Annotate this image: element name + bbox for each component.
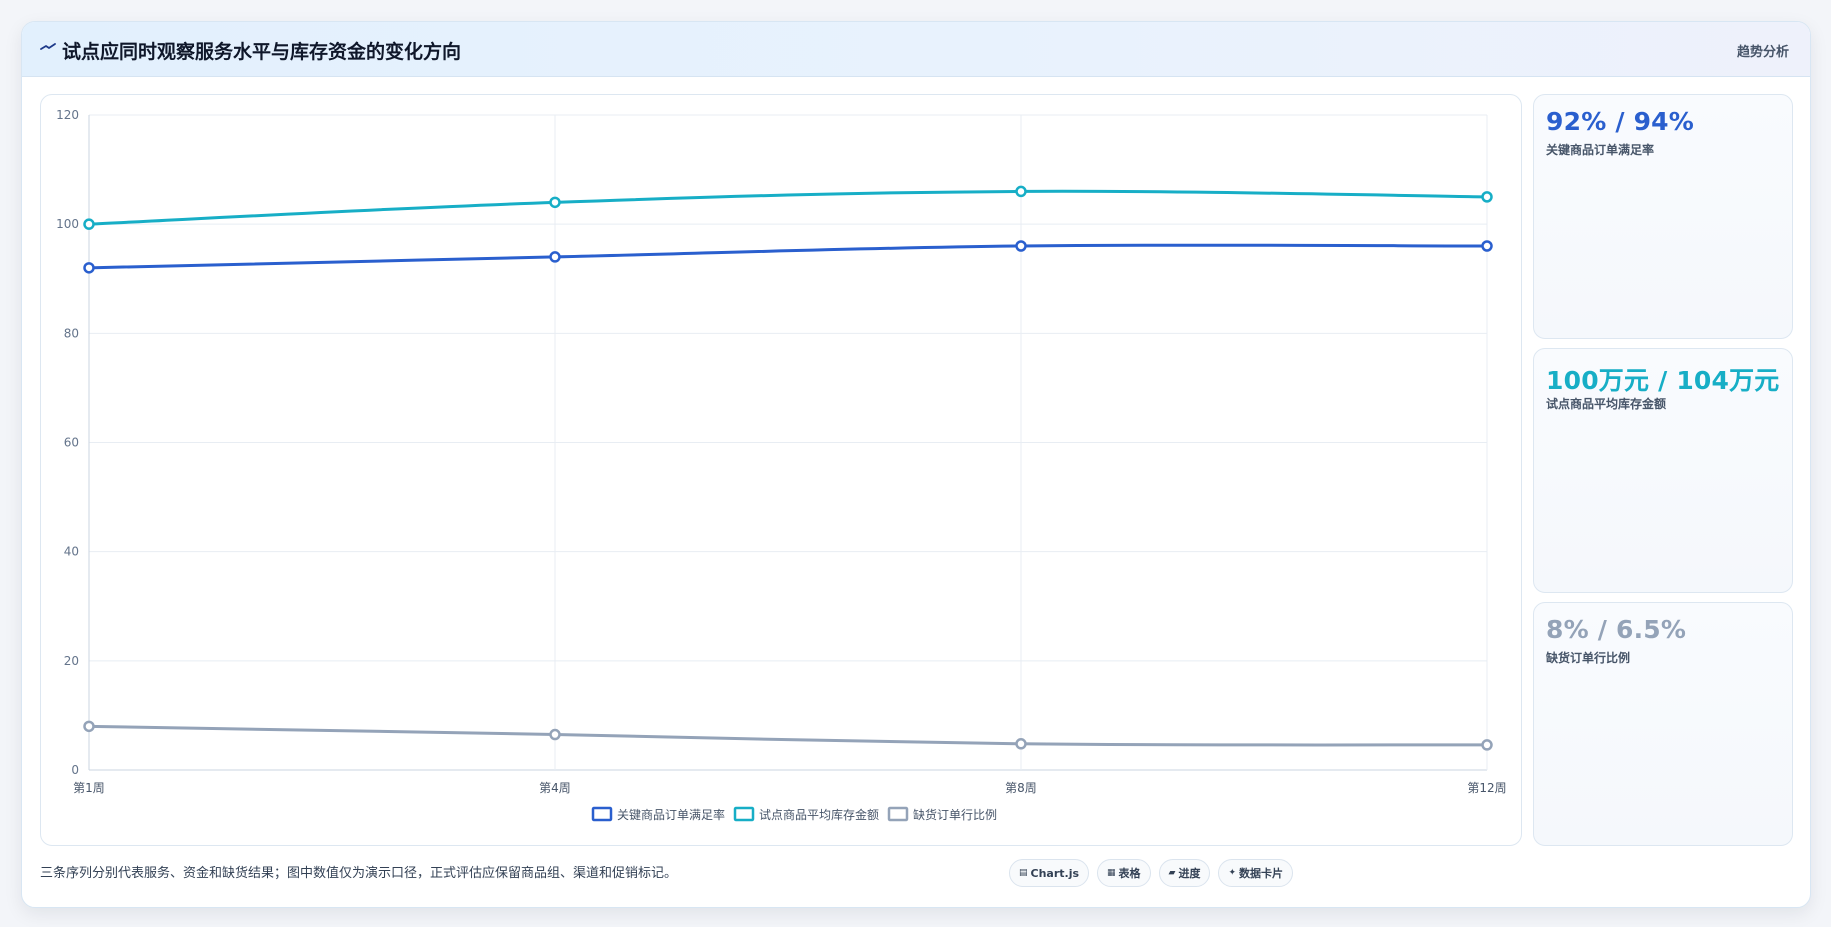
trend-line-icon	[40, 43, 56, 50]
kpi-card-fulfillment: 92% / 94% 关键商品订单满足率	[1533, 94, 1793, 339]
chip-label: Chart.js	[1030, 866, 1080, 880]
data-point	[549, 728, 561, 741]
card-header: 试点应同时观察服务水平与库存资金的变化方向 趋势分析	[22, 22, 1810, 77]
kpi-value: 92% / 94%	[1546, 107, 1695, 136]
data-point	[1015, 185, 1027, 198]
data-point	[83, 218, 95, 230]
footnote: 三条序列分别代表服务、资金和缺货结果；图中数值仅为演示口径，正式评估应保留商品组…	[40, 866, 678, 881]
x-tick-label: 第12周	[1467, 781, 1506, 795]
y-tick-label: 20	[64, 654, 79, 668]
y-tick-label: 120	[56, 108, 79, 122]
chip-data-card[interactable]: ✦ 数据卡片	[1218, 859, 1294, 887]
data-point	[1015, 240, 1027, 252]
y-tick-label: 80	[64, 326, 79, 340]
y-tick-label: 100	[56, 217, 79, 231]
data-point	[1015, 738, 1027, 750]
legend-label: 试点商品平均库存金额	[759, 807, 879, 822]
legend-label: 关键商品订单满足率	[617, 807, 725, 822]
header-tag[interactable]: 趋势分析	[1736, 45, 1789, 60]
chart-panel: 0 20 40 60 80 100 120 第1周 第4周 第8周 第12周关键商品订单满足率 试点商…	[40, 94, 1522, 846]
legend-swatch	[591, 806, 613, 822]
page-title: 试点应同时观察服务水平与库存资金的变化方向	[62, 41, 462, 63]
x-tick-label: 第4周	[539, 781, 571, 795]
kpi-label: 缺货订单行比例	[1546, 651, 1631, 665]
kpi-label: 试点商品平均库存金额	[1546, 397, 1667, 411]
legend-swatch	[733, 806, 755, 822]
y-tick-label: 60	[64, 436, 79, 450]
series-line	[87, 724, 1489, 747]
data-point	[1481, 240, 1493, 252]
y-tick-label: 0	[71, 763, 79, 777]
kpi-value: 100万元 / 104万元	[1546, 366, 1780, 395]
data-point	[1481, 191, 1493, 203]
data-point	[549, 251, 561, 263]
chip-table[interactable]: ▦ 表格	[1097, 859, 1151, 887]
chart-icon: ▤	[1019, 868, 1028, 878]
table-icon: ▦	[1107, 868, 1116, 878]
data-point	[83, 262, 95, 274]
progress-icon: ▰	[1168, 868, 1176, 878]
report-card: 试点应同时观察服务水平与库存资金的变化方向 趋势分析 0 20 40 60 80 100 1…	[21, 21, 1811, 908]
kpi-value: 8% / 6.5%	[1546, 615, 1687, 644]
chip-label: 表格	[1118, 867, 1141, 880]
series-line	[87, 243, 1489, 270]
chip-progress[interactable]: ▰ 进度	[1158, 859, 1211, 887]
x-tick-label: 第8周	[1005, 781, 1037, 795]
legend-label: 缺货订单行比例	[913, 807, 997, 822]
kpi-card-inventory: 100万元 / 104万元 试点商品平均库存金额	[1533, 348, 1793, 593]
chip-label: 进度	[1178, 867, 1201, 880]
x-tick-label: 第1周	[73, 781, 105, 795]
data-point	[1481, 739, 1493, 751]
data-point	[549, 196, 561, 209]
data-point	[83, 720, 95, 733]
tech-chips: ▤ Chart.js ▦ 表格 ▰ 进度 ✦ 数据卡片	[1009, 859, 1294, 887]
card-icon: ✦	[1228, 868, 1237, 878]
legend-swatch	[887, 806, 909, 822]
chip-chartjs[interactable]: ▤ Chart.js	[1009, 859, 1090, 887]
series-line	[87, 189, 1489, 226]
kpi-label: 关键商品订单满足率	[1546, 143, 1655, 157]
y-tick-label: 40	[64, 545, 79, 559]
kpi-card-stockout: 8% / 6.5% 缺货订单行比例	[1533, 602, 1793, 846]
chip-label: 数据卡片	[1239, 867, 1284, 880]
